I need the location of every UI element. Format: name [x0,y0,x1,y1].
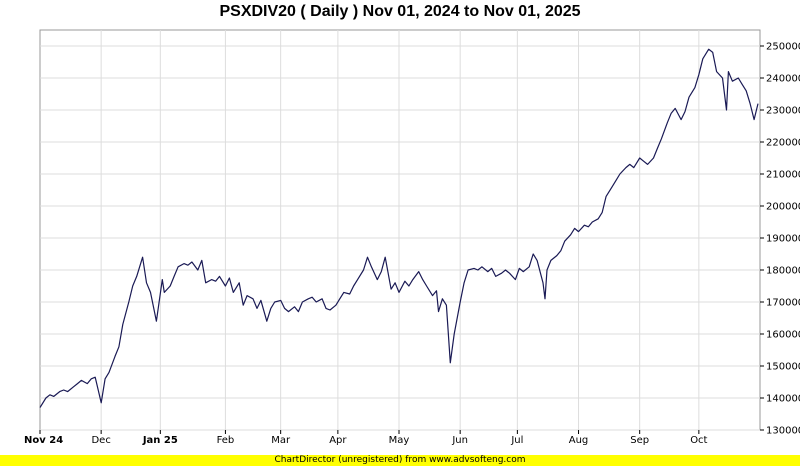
y-tick-label: 190000 [766,234,800,245]
y-tick-label: 220000 [766,138,800,149]
y-tick-label: 170000 [766,298,800,309]
x-tick-label: May [389,435,410,446]
y-tick-label: 130000 [766,426,800,437]
x-axis: Nov 24 Dec Jan 25 Feb Mar Apr May Jun Jul Aug Sep O… [24,430,708,446]
y-tick-label: 210000 [766,170,800,181]
chart-title: PSXDIV20 ( Daily ) Nov 01, 2024 to Nov 0… [219,3,581,20]
x-tick-label: Jul [510,435,523,446]
y-tick-label: 200000 [766,202,800,213]
plot-area [39,29,761,431]
y-tick-label: 230000 [766,106,800,117]
x-tick-label: Nov 24 [24,435,63,446]
x-tick-label: Jan 25 [142,435,178,446]
price-series-line [39,48,759,408]
y-tick-label: 140000 [766,394,800,405]
grid [40,30,760,431]
x-tick-label: Aug [569,435,589,446]
x-tick-label: Sep [630,435,649,446]
y-tick-label: 250000 [766,42,800,53]
x-tick-label: Mar [271,435,291,446]
x-tick-label: Oct [690,435,707,446]
y-tick-label: 240000 [766,74,800,85]
series-layer [39,48,759,408]
y-tick-label: 180000 [766,266,800,277]
x-tick-label: Apr [329,435,347,446]
y-axis: 130000 140000 150000 160000 170000 180000 1900… [760,42,800,437]
y-tick-label: 160000 [766,330,800,341]
footer-bar [0,455,800,466]
footer-credit: ChartDirector (unregistered) from www.ad… [274,455,526,465]
x-tick-label: Jun [451,435,468,446]
x-tick-label: Dec [91,435,110,446]
x-tick-label: Feb [217,435,235,446]
y-tick-label: 150000 [766,362,800,373]
